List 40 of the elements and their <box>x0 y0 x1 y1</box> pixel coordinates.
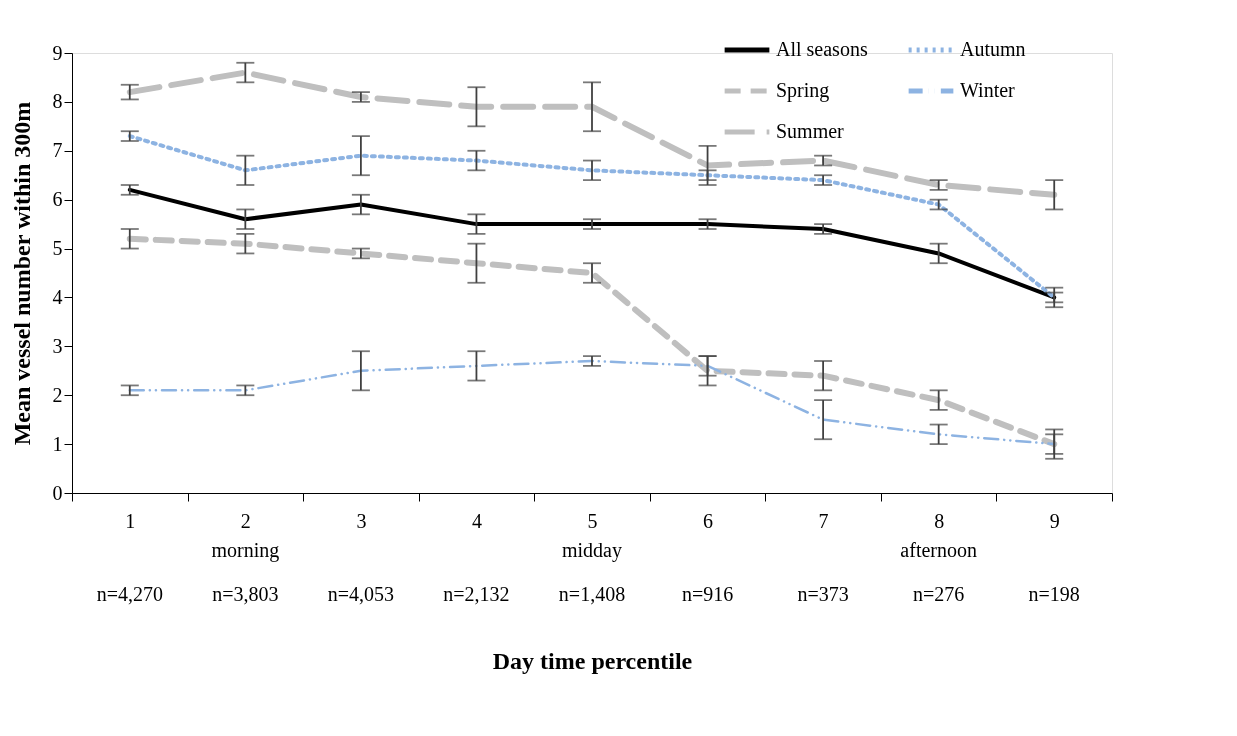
legend-label: Autumn <box>960 38 1026 60</box>
y-tick-label: 1 <box>52 432 63 455</box>
y-tick-label: 4 <box>52 285 63 308</box>
line-series <box>128 359 1056 446</box>
x-tick-label: 2 <box>240 509 251 532</box>
text: n=3,803 <box>212 583 279 605</box>
text: n=276 <box>913 583 965 605</box>
y-tick-label: 0 <box>52 481 63 504</box>
legend-label: Spring <box>776 79 830 102</box>
x-tick-label: 8 <box>934 509 945 532</box>
text: n=916 <box>681 583 734 605</box>
text: n=198 <box>1028 583 1080 605</box>
x-axis-title: Day time percentile <box>492 647 693 674</box>
x-tick-label: 4 <box>471 509 482 532</box>
y-tick-label: 8 <box>52 90 63 113</box>
y-axis-title: Mean vessel number within 300m <box>8 101 35 446</box>
y-tick-label: 6 <box>52 188 63 211</box>
x-tick-label: 3 <box>356 509 367 532</box>
text: n=373 <box>797 583 849 605</box>
x-tick-label: 5 <box>587 509 598 532</box>
text: n=4,270 <box>96 583 163 605</box>
x-tick-label: 7 <box>818 509 829 532</box>
text: afternoon <box>900 539 977 561</box>
text: n=4,053 <box>327 583 395 605</box>
x-tick-label: 9 <box>1049 509 1060 532</box>
legend-label: Winter <box>960 79 1016 101</box>
y-tick-label: 9 <box>52 41 63 64</box>
legend-label: All seasons <box>776 38 868 60</box>
text: n=2,132 <box>443 583 510 605</box>
y-tick-label: 7 <box>52 139 63 162</box>
y-tick-label: 3 <box>52 334 63 357</box>
line-series <box>127 187 1057 300</box>
y-tick-label: 2 <box>52 383 63 406</box>
text: morning <box>211 539 280 562</box>
x-tick-label: 6 <box>703 509 714 532</box>
y-tick-label: 5 <box>52 237 63 260</box>
text: n=1,408 <box>558 583 626 605</box>
legend-label: Summer <box>776 120 845 142</box>
x-tick-label: 1 <box>125 509 136 532</box>
text: midday <box>562 539 622 562</box>
